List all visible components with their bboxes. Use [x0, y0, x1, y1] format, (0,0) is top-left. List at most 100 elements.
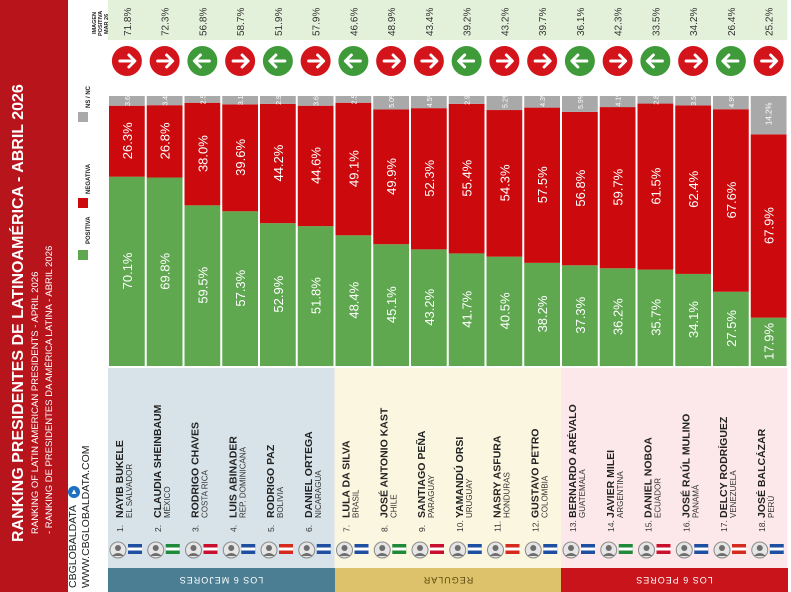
bar-ns — [675, 96, 711, 106]
bar-positive — [146, 177, 183, 366]
avatar-head-icon — [568, 545, 574, 551]
arrow-glyph — [645, 53, 664, 69]
flag-stripe-icon — [354, 547, 369, 551]
previous-mark-value: 56.8% — [198, 8, 209, 36]
president-country: VENEZUELA — [729, 470, 738, 518]
avatar-head-icon — [190, 545, 197, 551]
president-name: GUSTAVO PETRO — [529, 429, 541, 518]
flag-stripe-icon — [543, 547, 558, 551]
avatar-head-icon — [756, 545, 763, 551]
label-negative: 38.0% — [195, 135, 210, 172]
president-name: NAYIB BUKELE — [114, 440, 126, 518]
rank-number: 3. — [191, 525, 201, 532]
bar-ns — [562, 96, 598, 112]
title-band — [0, 0, 68, 592]
previous-mark-value: 26.4% — [727, 8, 738, 36]
label-ns: 5.0% — [389, 92, 396, 108]
legend-ns-swatch — [78, 112, 88, 122]
president-name: YAMANDÚ ORSI — [453, 437, 466, 518]
rank-number: 16. — [681, 520, 691, 532]
president-name: DELCY RODRÍGUEZ — [717, 416, 730, 518]
avatar-head-icon — [228, 545, 235, 551]
label-ns: 2.8% — [653, 89, 660, 105]
president-country: COLOMBIA — [540, 475, 549, 518]
president-name: LULA DA SILVA — [341, 440, 353, 518]
legend-negative-swatch — [78, 198, 88, 208]
president-country: NICARAGUA — [314, 470, 323, 518]
bar-negative — [713, 109, 749, 292]
flag-stripe-icon — [505, 547, 520, 551]
label-negative: 49.9% — [384, 158, 399, 195]
rank-number: 12. — [530, 520, 540, 532]
rank-number: 15. — [644, 520, 654, 532]
avatar-head-icon — [719, 545, 725, 551]
president-country: BOLIVIA — [276, 486, 285, 518]
flag-stripe-icon — [618, 547, 633, 551]
rank-number: 9. — [417, 525, 427, 532]
previous-mark-band — [108, 0, 788, 40]
group-footer: LOS 6 MEJORES REGULAR LOS 6 PEORES — [108, 568, 791, 592]
label-positive: 36.2% — [611, 298, 626, 335]
avatar-head-icon — [417, 545, 423, 551]
president-name: DANIEL NOBOA — [643, 437, 655, 518]
bar-negative — [562, 111, 598, 266]
avatar-head-icon — [152, 545, 159, 551]
bar-negative — [637, 103, 674, 270]
bar-negative — [675, 105, 711, 274]
label-positive: 48.4% — [346, 281, 361, 318]
flag-stripe-icon — [732, 547, 746, 551]
president-country: PANAMÁ — [691, 484, 700, 518]
president-country: ARGENTINA — [616, 471, 625, 518]
previous-mark-value: 72.3% — [161, 8, 172, 36]
bar-ns — [297, 96, 334, 106]
president-country: MÉXICO — [163, 486, 172, 518]
bar-negative — [297, 105, 334, 227]
previous-mark-value: 46.6% — [349, 8, 360, 36]
president-country: ECUADOR — [654, 478, 663, 518]
bar-positive — [297, 226, 334, 366]
president-country: EL SALVADOR — [125, 464, 134, 518]
label-positive: 35.7% — [648, 299, 663, 336]
previous-mark-value: 36.1% — [576, 8, 587, 36]
president-country: GUATEMALA — [578, 469, 587, 518]
avatar-head-icon — [115, 545, 121, 551]
rank-number: 5. — [266, 525, 276, 532]
avatar-head-icon — [492, 545, 499, 551]
bar-positive — [637, 269, 674, 366]
bar-positive — [411, 249, 447, 366]
arrow-glyph — [495, 53, 514, 69]
label-positive: 41.7% — [460, 290, 475, 327]
label-ns: 4.1% — [616, 91, 623, 107]
label-negative: 26.3% — [120, 122, 135, 159]
label-positive: 69.8% — [158, 252, 173, 289]
rank-number: 11. — [493, 521, 503, 532]
label-ns: 2.9% — [276, 89, 283, 105]
label-ns: 2.9% — [465, 89, 472, 105]
flag-stripe-icon — [694, 547, 709, 551]
previous-mark-value: 48.9% — [387, 8, 398, 36]
label-negative: 44.6% — [309, 147, 324, 184]
label-ns: 2.5% — [351, 88, 358, 104]
bar-positive — [524, 262, 560, 366]
president-name: RODRIGO CHAVES — [190, 422, 202, 518]
previous-mark-value: 25.2% — [765, 8, 776, 36]
bar-ns — [637, 96, 674, 104]
bar-positive — [109, 176, 145, 366]
group-tint-2 — [334, 368, 561, 568]
bar-ns — [373, 96, 409, 110]
rank-number: 17. — [719, 520, 729, 532]
label-positive: 45.1% — [384, 286, 399, 323]
rank-number: 1. — [115, 525, 125, 532]
avatar-head-icon — [266, 545, 272, 551]
bar-positive — [486, 256, 523, 366]
label-positive: 38.2% — [535, 295, 550, 332]
bar-negative — [146, 105, 183, 178]
arrow-glyph — [760, 53, 779, 69]
bar-ns — [524, 96, 560, 108]
label-positive: 17.9% — [762, 323, 777, 360]
previous-mark-value: 39.7% — [538, 8, 549, 36]
previous-mark-value: 34.2% — [689, 8, 700, 36]
bar-positive — [222, 211, 258, 366]
avatar-head-icon — [341, 545, 348, 551]
president-name: CLAUDIA SHEINBAUM — [152, 404, 164, 518]
